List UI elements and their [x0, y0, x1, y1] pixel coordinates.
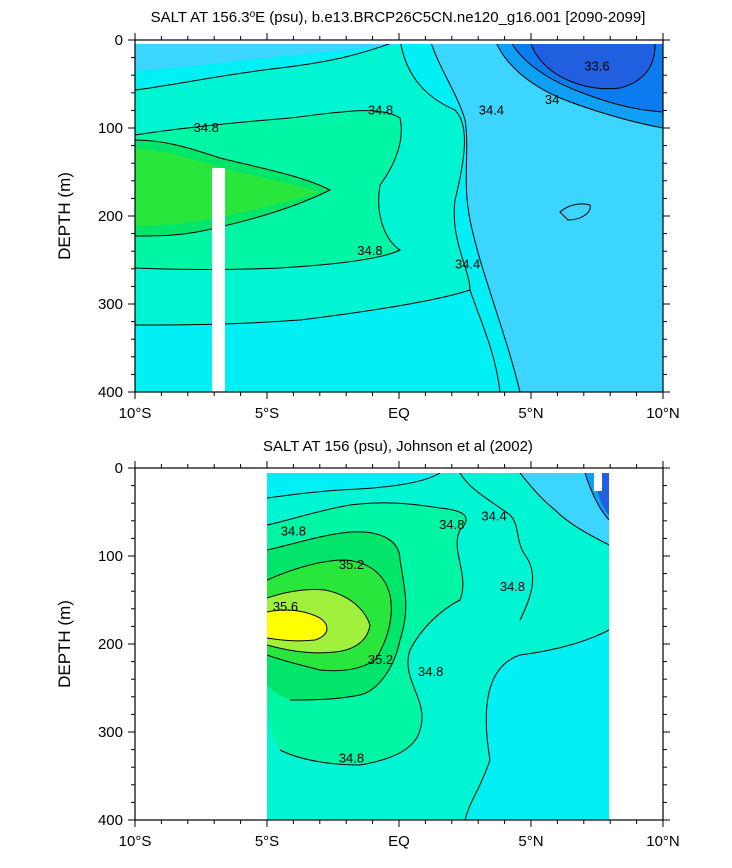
bottom-fill-34-2	[520, 473, 609, 545]
bottom-contour-label: 34.4	[481, 508, 506, 523]
bottom-ytick-label: 100	[98, 548, 123, 565]
top-xtick-label: 5°S	[255, 405, 279, 422]
top-ytick-label: 100	[98, 120, 123, 137]
top-xtick-label: 10°S	[119, 405, 152, 422]
bottom-fill-35-6	[267, 610, 327, 641]
bottom-ylabel: DEPTH (m)	[55, 600, 74, 688]
bottom-line-2	[267, 502, 467, 766]
bottom-line-3	[267, 531, 407, 701]
bottom-xtick-label: EQ	[388, 833, 410, 850]
top-fill-35-2	[135, 148, 320, 226]
top-ytick-label: 0	[115, 32, 123, 49]
top-ytick-label: 400	[98, 384, 123, 401]
top-fill-34-2-left	[135, 40, 430, 70]
top-line-2	[399, 40, 501, 392]
bottom-line-8	[464, 629, 609, 820]
top-axes: 10°S 5°S EQ 5°N 10°N 0 100 200 300 400	[98, 32, 680, 422]
top-line-3	[135, 110, 402, 270]
top-ytick-label: 300	[98, 296, 123, 313]
bottom-contour-label: 35.2	[368, 652, 393, 667]
top-line-5	[135, 289, 471, 326]
bottom-fill-34-4	[267, 473, 609, 820]
top-xtick-label: EQ	[388, 405, 410, 422]
top-line-1	[135, 40, 401, 91]
top-contour-label: 34.4	[455, 256, 480, 271]
top-missing-strip-cap	[212, 168, 225, 174]
bottom-line-7	[459, 473, 534, 621]
bottom-xtick-label: 5°S	[255, 833, 279, 850]
bottom-ytick-label: 300	[98, 724, 123, 741]
top-title-sup: o	[250, 9, 256, 20]
bottom-contour-fill	[267, 473, 609, 820]
top-line-7	[494, 40, 663, 129]
top-line-8	[509, 40, 663, 113]
bottom-line-6	[267, 609, 328, 642]
top-title-rest: E (psu), b.e13.BRCP26C5CN.ne120_g16.001 …	[255, 9, 645, 26]
top-line-4	[135, 139, 332, 237]
top-line-6	[429, 40, 521, 392]
top-title: SALT AT 156.3oE (psu), b.e13.BRCP26C5CN.…	[151, 9, 646, 27]
bottom-contour-label: 34.8	[339, 750, 364, 765]
bottom-axes: 10°S 5°S EQ 5°N 10°N 0 100 200 300 400	[98, 460, 680, 850]
top-missing-top	[135, 40, 663, 44]
bottom-line-10	[584, 473, 609, 521]
top-contour-label: 34.4	[479, 102, 504, 117]
bottom-xtick-label: 10°S	[119, 833, 152, 850]
top-panel: SALT AT 156.3oE (psu), b.e13.BRCP26C5CN.…	[55, 9, 680, 423]
top-missing-strip	[212, 168, 225, 392]
bottom-contour-label: 34.8	[439, 517, 464, 532]
bottom-panel: SALT AT 156 (psu), Johnson et al (2002)	[55, 438, 680, 850]
bottom-line-1	[267, 473, 441, 499]
bottom-line-9	[519, 473, 609, 546]
top-contour-label: 34	[545, 92, 559, 107]
bottom-contour-label: 35.2	[339, 557, 364, 572]
bottom-contour-label: 35.6	[273, 599, 298, 614]
bottom-xtick-label: 5°N	[518, 833, 543, 850]
top-xtick-label: 5°N	[518, 405, 543, 422]
bottom-ytick-label: 200	[98, 636, 123, 653]
top-fill-34-2-edge	[630, 192, 663, 225]
bottom-contour-label: 34.8	[281, 523, 306, 538]
top-contour-lines	[135, 40, 663, 392]
bottom-xtick-label: 10°N	[646, 833, 680, 850]
top-ytick-label: 200	[98, 208, 123, 225]
top-ylabel: DEPTH (m)	[55, 172, 74, 260]
bottom-ytick-label: 400	[98, 812, 123, 829]
top-contour-label: 33.6	[584, 58, 609, 73]
bottom-ytick-label: 0	[115, 460, 123, 477]
top-contour-fill	[135, 40, 663, 392]
top-xtick-label: 10°N	[646, 405, 680, 422]
bottom-contour-label: 34.8	[418, 664, 443, 679]
top-line-9	[529, 40, 656, 90]
bottom-line-5	[267, 589, 371, 654]
top-fill-34-2	[430, 40, 663, 392]
top-contour-labels: 33.6 34 34.4 34.8 34.8 34.8 34.4	[194, 58, 610, 271]
top-title-main: SALT AT 156.3	[151, 9, 250, 26]
bottom-contour-label: 34.8	[500, 579, 525, 594]
top-line-10	[559, 203, 591, 221]
bottom-missing-patch	[594, 473, 602, 491]
top-contour-label: 34.8	[194, 120, 219, 135]
top-contour-label: 34.8	[368, 102, 393, 117]
bottom-line-4	[267, 559, 392, 672]
top-contour-label: 34.8	[357, 243, 382, 258]
bottom-contour-lines	[267, 473, 609, 820]
bottom-contour-labels: 34.8 34.8 34.4 34.8 35.2 35.6 35.2 34.8 34.8	[273, 508, 525, 765]
top-fill-34-2-small	[560, 203, 591, 220]
bottom-title: SALT AT 156 (psu), Johnson et al (2002)	[263, 438, 533, 455]
